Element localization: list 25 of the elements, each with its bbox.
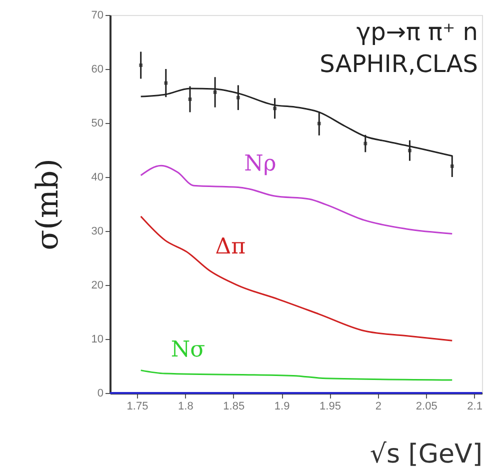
series-label: Δπ	[215, 234, 246, 260]
x-tick-label: 1.95	[320, 400, 341, 412]
line-series	[140, 370, 453, 381]
x-tick-label: 2.1	[467, 400, 482, 412]
y-tick-label: 50	[91, 118, 104, 130]
series-label: Nσ	[170, 338, 206, 363]
y-tick-label: 20	[91, 280, 104, 292]
line-series	[140, 216, 453, 342]
y-tick-label: 10	[91, 334, 104, 346]
x-tick-label: 1.85	[223, 400, 245, 412]
x-tick-label: 1.75	[126, 400, 148, 412]
y-axis-title: σ(mb)	[30, 158, 66, 250]
y-tick-label: 0	[97, 388, 104, 400]
series-label: Nρ	[244, 151, 276, 176]
x-tick-label: 2	[375, 400, 382, 412]
y-tick-label: 60	[91, 64, 104, 76]
x-axis-title: √s [GeV]	[370, 440, 482, 470]
annotation: γp→π π⁺ n	[356, 18, 478, 46]
y-tick-label: 40	[91, 172, 104, 184]
y-tick-label: 30	[91, 226, 104, 238]
y-tick-label: 70	[91, 10, 104, 22]
x-tick-label: 1.8	[178, 400, 194, 412]
x-tick-label: 1.9	[274, 400, 290, 412]
x-tick-label: 2.05	[416, 400, 438, 412]
annotation: SAPHIR,CLAS	[320, 50, 478, 78]
